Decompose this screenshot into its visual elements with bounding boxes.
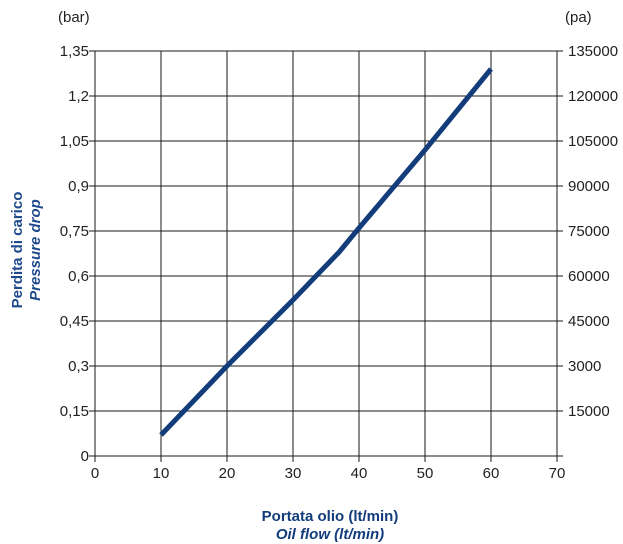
y-tick-label-left: 0,9 (68, 178, 89, 195)
y-tick-label-left: 1,35 (60, 43, 89, 60)
x-tick-label: 70 (549, 465, 566, 482)
y-tick-label-right: 60000 (568, 268, 610, 285)
y-tick-label-left: 0,75 (60, 223, 89, 240)
chart-series (159, 67, 493, 437)
x-tick-label: 30 (285, 465, 302, 482)
y-axis-title: Perdita di carico Pressure drop (9, 192, 44, 309)
y-tick-label-right: 135000 (568, 43, 618, 60)
y-tick-label-right: 105000 (568, 133, 618, 150)
y-tick-label-right: 120000 (568, 88, 618, 105)
x-axis-title-line2: Oil flow (lt/min) (276, 526, 384, 543)
y-tick-label-left: 1,05 (60, 133, 89, 150)
chart-grid (89, 50, 563, 462)
y-tick-label-right: 75000 (568, 223, 610, 240)
y-tick-label-right: 90000 (568, 178, 610, 195)
left-axis-unit: (bar) (58, 9, 90, 26)
y-tick-label-right: 45000 (568, 313, 610, 330)
x-tick-label: 20 (219, 465, 236, 482)
y-tick-label-left: 0 (81, 448, 89, 465)
x-tick-label: 50 (417, 465, 434, 482)
x-tick-label: 0 (91, 465, 99, 482)
right-axis-unit: (pa) (565, 9, 592, 26)
chart-tick-labels: 0 10 20 30 40 50 60 70 0 0,15 15000 0,3 3000 0,45 4500… (60, 43, 618, 482)
y-tick-label-left: 1,2 (68, 88, 89, 105)
y-axis-title-line1: Perdita di carico (9, 192, 26, 309)
y-tick-label-left: 0,6 (68, 268, 89, 285)
x-tick-label: 40 (351, 465, 368, 482)
y-tick-label-left: 0,3 (68, 358, 89, 375)
x-tick-label: 10 (153, 465, 170, 482)
x-axis-title-line1: Portata olio (lt/min) (262, 508, 399, 525)
series-line (159, 67, 493, 437)
y-tick-label-right: 3000 (568, 358, 601, 375)
y-tick-label-right: 15000 (568, 403, 610, 420)
y-tick-label-left: 0,15 (60, 403, 89, 420)
y-tick-label-left: 0,45 (60, 313, 89, 330)
x-tick-label: 60 (483, 465, 500, 482)
y-axis-title-line2: Pressure drop (27, 199, 44, 301)
